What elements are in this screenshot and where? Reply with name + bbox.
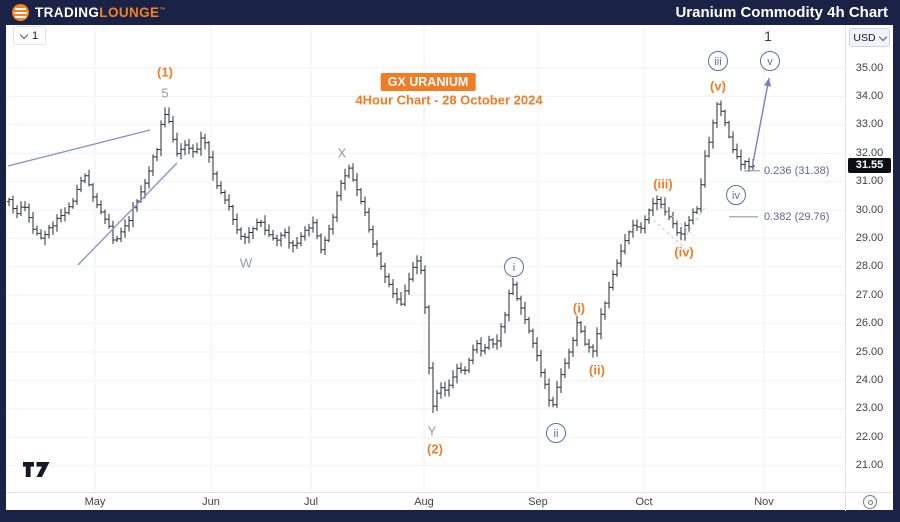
price-axis-tick: 32.00 — [855, 146, 884, 159]
price-axis-tick: 34.00 — [855, 89, 884, 102]
tradingview-logo-icon[interactable] — [22, 461, 52, 478]
price-axis-tick: 33.00 — [855, 118, 884, 131]
fib-level-label: 0.236 (31.38) — [764, 164, 830, 177]
elliott-wave-label: (iv) — [674, 244, 694, 260]
elliott-wave-label: W — [239, 255, 253, 271]
time-axis-month-label: Aug — [414, 496, 434, 508]
axis-separator — [845, 493, 846, 511]
trendline — [77, 162, 178, 266]
scroll-to-realtime-icon[interactable] — [863, 495, 877, 509]
elliott-wave-label: 5 — [161, 85, 169, 101]
price-axis-tick: 24.00 — [855, 373, 884, 386]
price-axis-tick: 30.00 — [855, 203, 884, 216]
trendline — [7, 129, 151, 167]
time-axis-month-label: Jun — [202, 496, 220, 508]
chevron-down-icon — [878, 32, 887, 41]
price-axis-tick: 28.00 — [855, 260, 884, 273]
chart-plot-area[interactable] — [6, 25, 845, 492]
elliott-wave-label: Y — [427, 423, 437, 439]
price-axis-tick: 26.00 — [855, 317, 884, 330]
symbol-badge: GX URANIUM — [380, 73, 476, 91]
currency-dropdown[interactable]: USD — [849, 28, 890, 47]
page-title: Uranium Commodity 4h Chart — [675, 4, 888, 21]
time-axis-month-label: May — [84, 496, 106, 508]
candlestick-chart[interactable] — [6, 25, 845, 492]
price-axis-tick: 31.00 — [855, 175, 884, 188]
price-axis-tick: 23.00 — [855, 402, 884, 415]
elliott-wave-label: (iii) — [653, 176, 673, 192]
elliott-wave-label: (1) — [157, 64, 173, 80]
brand-lounge: LOUNGE — [99, 5, 160, 20]
price-axis-tick: 35.00 — [855, 61, 884, 74]
interval-selector-button[interactable]: 1 — [13, 26, 47, 45]
elliott-wave-label: iv — [726, 185, 746, 205]
fib-level-label: 0.382 (29.76) — [764, 210, 830, 223]
elliott-wave-label: v — [760, 51, 780, 71]
price-axis-tick: 25.00 — [855, 345, 884, 358]
elliott-wave-label: i — [504, 257, 524, 277]
tradinglounge-logo: TRADINGLOUNGE™ — [12, 0, 166, 25]
chart-subtitle: 4Hour Chart - 28 October 2024 — [355, 92, 543, 108]
chevron-down-icon — [19, 30, 29, 39]
tradinglounge-logo-icon — [12, 4, 29, 21]
channel-guide-line — [657, 202, 695, 237]
channel-guide-line — [648, 215, 687, 250]
elliott-wave-label: X — [337, 145, 347, 161]
interval-label: 1 — [32, 29, 39, 42]
price-axis-tick: 21.00 — [855, 459, 884, 472]
brand-trading: TRADING — [35, 5, 100, 20]
projection-arrow — [751, 77, 770, 169]
ohlc-bars — [7, 100, 755, 413]
elliott-wave-label: (v) — [710, 78, 726, 94]
elliott-wave-label: iii — [708, 51, 728, 71]
price-axis-tick: 22.00 — [855, 430, 884, 443]
top-bar: TRADINGLOUNGE™ Uranium Commodity 4h Char… — [0, 0, 900, 25]
currency-label: USD — [853, 31, 876, 44]
price-axis-tick: 27.00 — [855, 288, 884, 301]
time-axis-month-label: Oct — [635, 496, 653, 508]
time-axis-month-label: Nov — [754, 496, 774, 508]
price-axis-tick: 29.00 — [855, 231, 884, 244]
time-axis-month-label: Sep — [528, 496, 548, 508]
elliott-wave-label: 1 — [764, 28, 772, 44]
last-price-badge: 31.55 — [848, 158, 891, 174]
time-axis[interactable]: May Jun Jul Aug Sep Oct Nov — [6, 492, 893, 511]
price-axis[interactable]: USD 31.55 21.00 22.00 23.00 24.00 25.00 26.00… — [845, 25, 893, 510]
elliott-wave-label: ii — [546, 423, 566, 443]
elliott-wave-label: (i) — [572, 300, 586, 316]
elliott-wave-label: (2) — [427, 441, 443, 457]
trademark: ™ — [159, 7, 166, 14]
time-axis-month-label: Jul — [303, 496, 319, 508]
elliott-wave-label: (ii) — [589, 362, 605, 378]
arrowhead-icon — [763, 78, 772, 87]
brand-text: TRADINGLOUNGE™ — [35, 5, 166, 20]
